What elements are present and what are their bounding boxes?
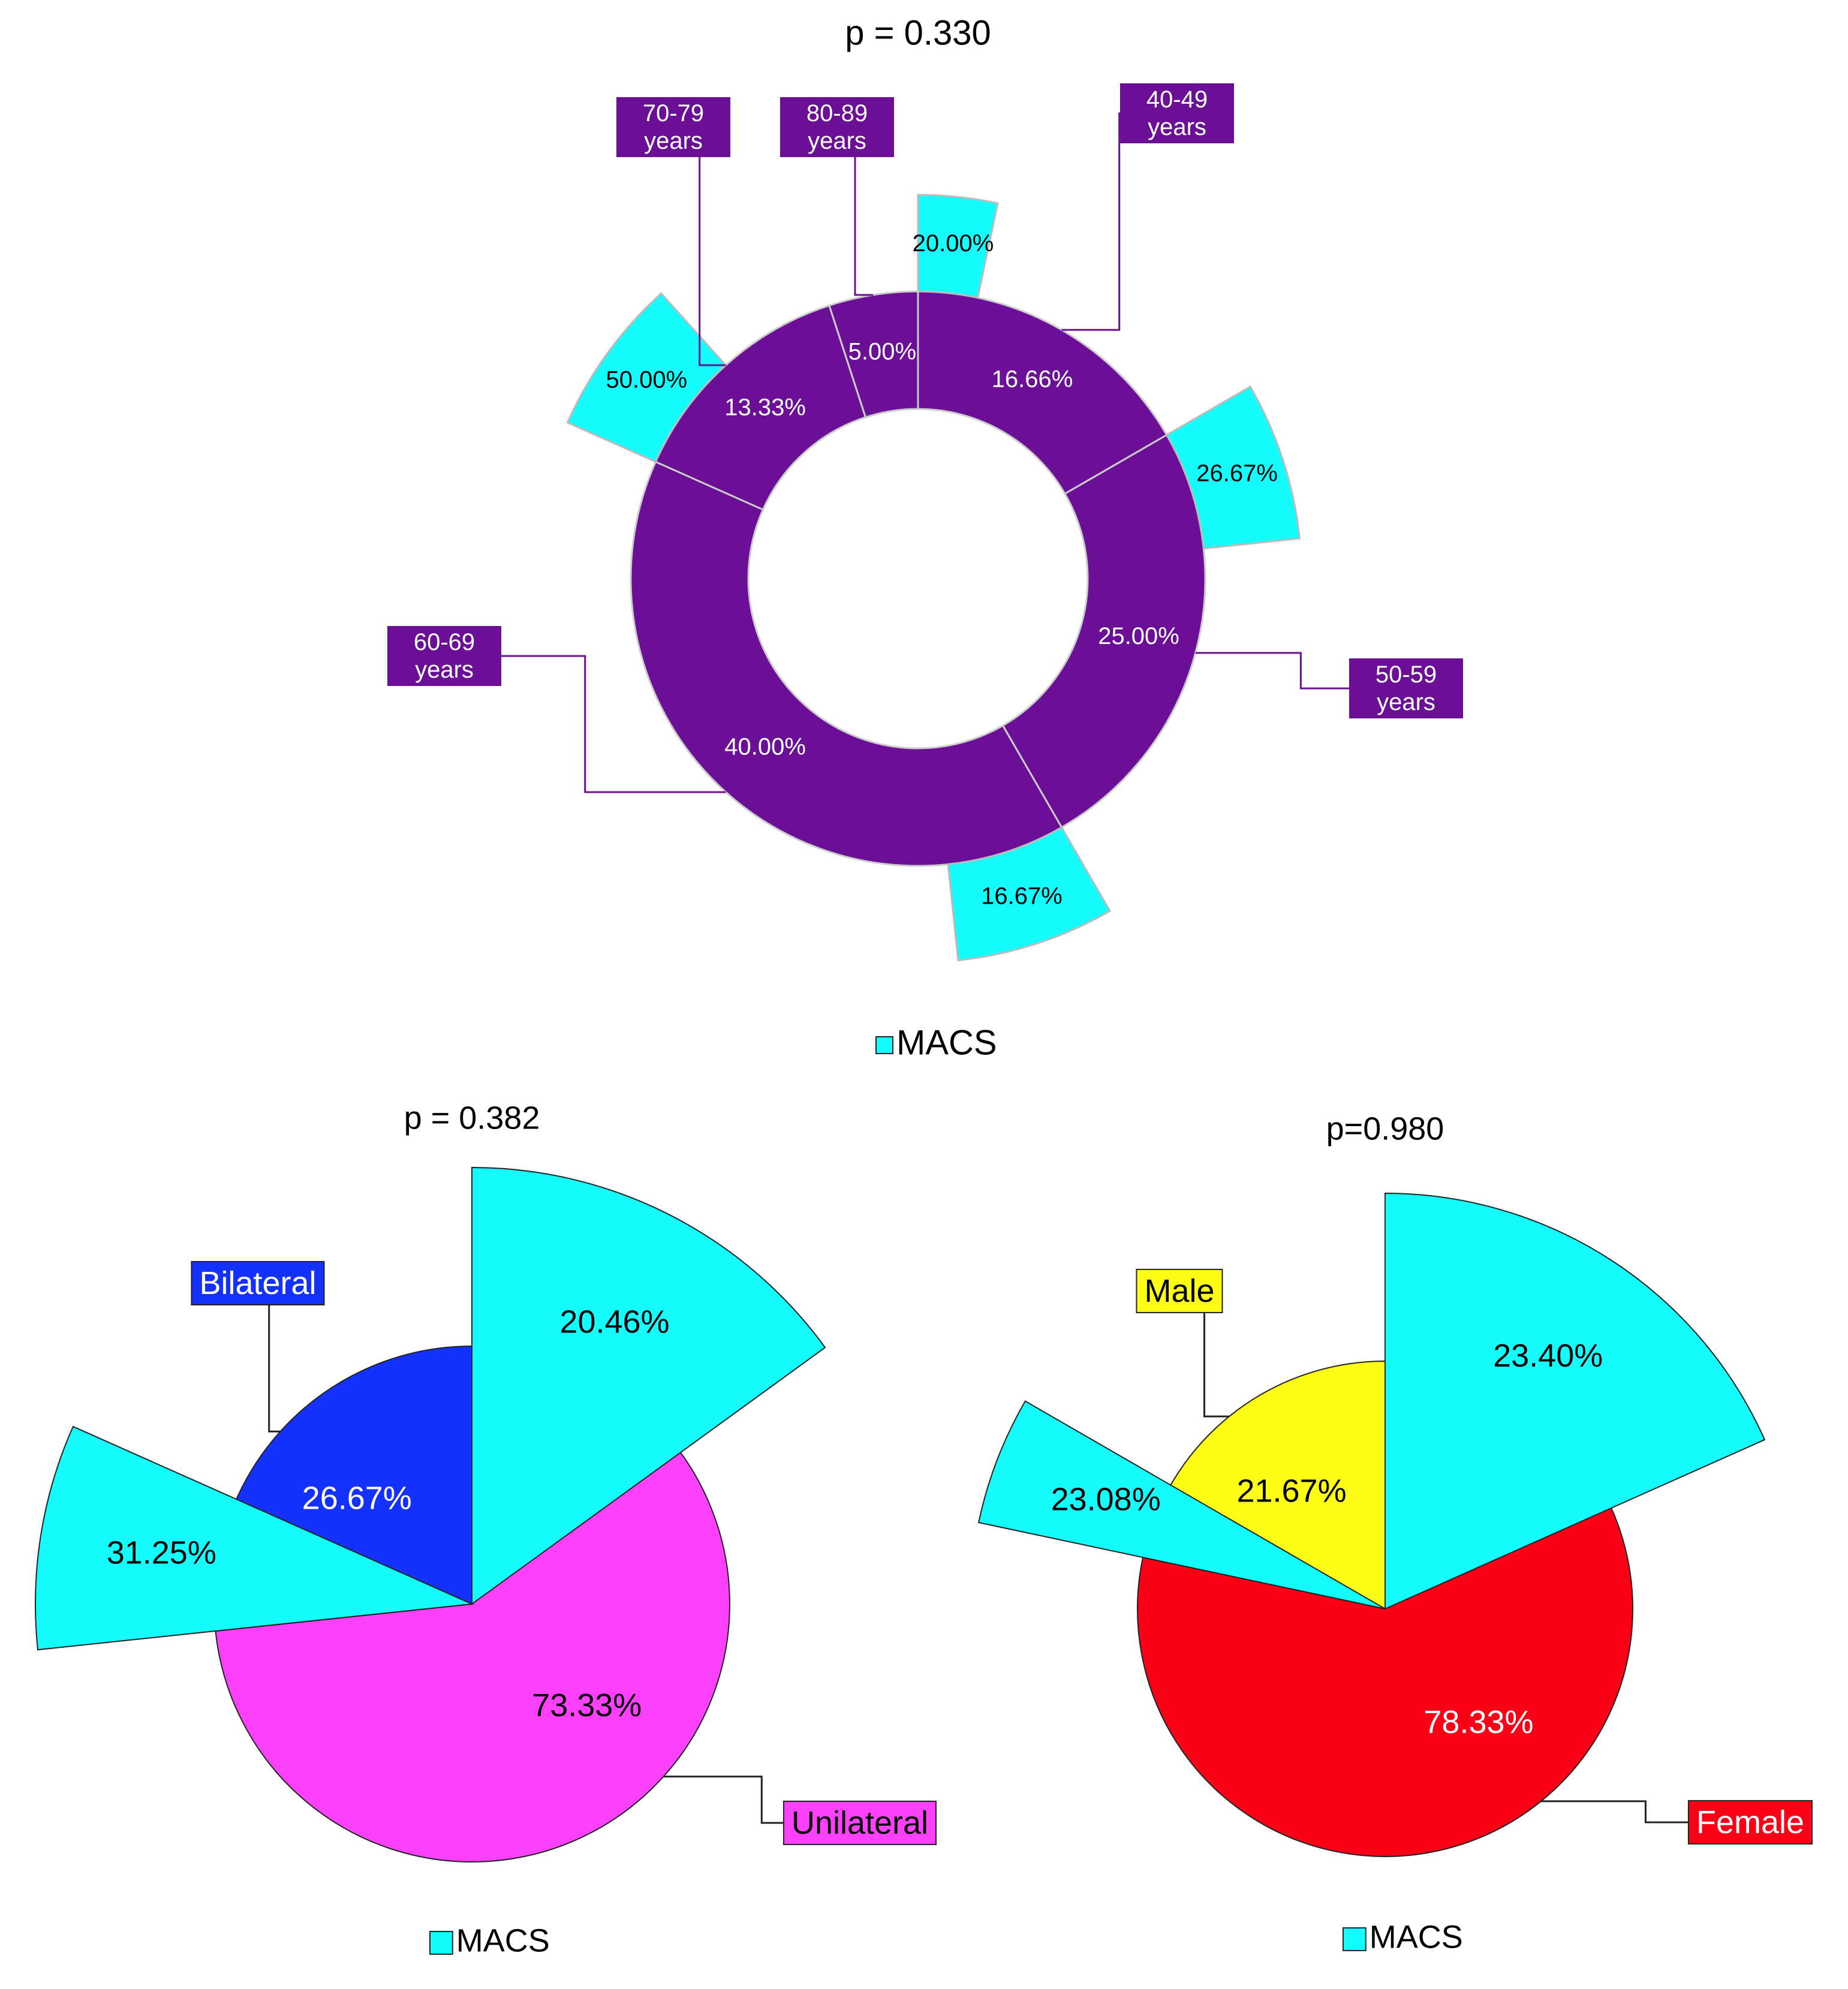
legend-swatch (875, 1036, 893, 1054)
macs-wedge (917, 194, 999, 299)
value-label: 16.66% (992, 366, 1073, 393)
value-label: 20.00% (913, 230, 994, 257)
slice (630, 461, 1063, 867)
value-label: 20.46% (559, 1304, 669, 1340)
value-label: 26.67% (302, 1481, 412, 1516)
value-label: 78.33% (1423, 1704, 1533, 1740)
legend-swatch (1343, 1927, 1367, 1951)
slice (917, 290, 1168, 495)
value-label: 21.67% (1236, 1473, 1346, 1509)
category-label: Unilateral (782, 1800, 937, 1846)
value-label: 23.40% (1493, 1338, 1603, 1374)
leader-line (444, 655, 726, 793)
category-label: Male (1136, 1268, 1223, 1314)
macs-wedge (977, 1400, 1386, 1609)
macs-wedge (1165, 385, 1301, 550)
value-label: 26.67% (1196, 461, 1278, 487)
value-label: 23.08% (1051, 1482, 1161, 1518)
value-label: 73.33% (532, 1687, 642, 1723)
category-label: 40-49 years (1120, 83, 1234, 143)
value-label: 50.00% (606, 367, 688, 393)
value-label: 25.00% (1098, 623, 1179, 649)
legend-label: MACS (1370, 1919, 1463, 1955)
chart-title: p=0.980 (1326, 1111, 1444, 1147)
macs-wedge (471, 1166, 826, 1605)
slice (1001, 434, 1206, 829)
category-label: 80-89 years (780, 97, 894, 157)
legend-swatch (429, 1931, 453, 1955)
category-label: Bilateral (191, 1260, 325, 1306)
leader-line (1061, 112, 1177, 331)
leader-line (258, 1282, 281, 1433)
macs-wedge (566, 292, 727, 464)
legend-label: MACS (896, 1023, 997, 1062)
chart-title: p = 0.330 (845, 13, 991, 52)
macs-wedge (947, 826, 1112, 962)
value-label: 40.00% (724, 734, 806, 760)
value-label: 13.33% (724, 394, 806, 420)
macs-wedge (35, 1425, 474, 1651)
chart-title: p = 0.382 (404, 1100, 540, 1136)
category-label: 70-79 years (616, 97, 730, 157)
category-label: 60-69 years (387, 626, 501, 686)
value-label: 16.67% (981, 883, 1063, 910)
category-label: Female (1687, 1800, 1813, 1845)
legend-label: MACS (456, 1922, 550, 1958)
slice (828, 290, 919, 419)
value-label: 31.25% (107, 1534, 216, 1570)
value-label: 5.00% (848, 338, 916, 365)
macs-wedge (1385, 1192, 1766, 1610)
category-label: 50-59 years (1349, 658, 1463, 718)
